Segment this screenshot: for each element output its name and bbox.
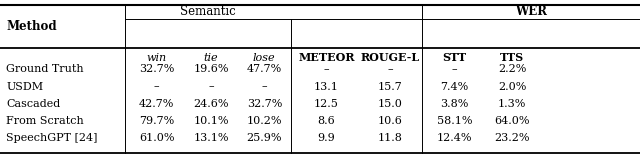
Text: 7.4%: 7.4% [440, 82, 468, 92]
Text: 47.7%: 47.7% [246, 64, 282, 74]
Text: 25.9%: 25.9% [246, 133, 282, 143]
Text: 15.7: 15.7 [378, 82, 403, 92]
Text: 19.6%: 19.6% [193, 64, 229, 74]
Text: –: – [154, 82, 159, 92]
Text: 42.7%: 42.7% [139, 99, 175, 109]
Text: From Scratch: From Scratch [6, 116, 84, 126]
Text: 15.0: 15.0 [378, 99, 403, 109]
Text: 23.2%: 23.2% [494, 133, 530, 143]
Text: STT: STT [442, 52, 467, 63]
Text: WER: WER [515, 5, 547, 18]
Text: 9.9: 9.9 [317, 133, 335, 143]
Text: 12.4%: 12.4% [436, 133, 472, 143]
Text: Method: Method [6, 20, 57, 33]
Text: –: – [324, 64, 329, 74]
Text: 64.0%: 64.0% [494, 116, 530, 126]
Text: tie: tie [204, 53, 218, 63]
Text: 58.1%: 58.1% [436, 116, 472, 126]
Text: –: – [452, 64, 457, 74]
Text: 10.1%: 10.1% [193, 116, 229, 126]
Text: 32.7%: 32.7% [246, 99, 282, 109]
Text: 61.0%: 61.0% [139, 133, 175, 143]
Text: 1.3%: 1.3% [498, 99, 526, 109]
Text: lose: lose [253, 53, 276, 63]
Text: TTS: TTS [500, 52, 524, 63]
Text: 32.7%: 32.7% [139, 64, 175, 74]
Text: Cascaded: Cascaded [6, 99, 61, 109]
Text: –: – [209, 82, 214, 92]
Text: –: – [388, 64, 393, 74]
Text: win: win [147, 53, 167, 63]
Text: –: – [262, 82, 267, 92]
Text: METEOR: METEOR [298, 52, 355, 63]
Text: 13.1: 13.1 [314, 82, 339, 92]
Text: Ground Truth: Ground Truth [6, 64, 84, 74]
Text: 8.6: 8.6 [317, 116, 335, 126]
Text: 79.7%: 79.7% [139, 116, 175, 126]
Text: 24.6%: 24.6% [193, 99, 229, 109]
Text: 13.1%: 13.1% [193, 133, 229, 143]
Text: 2.2%: 2.2% [498, 64, 526, 74]
Text: 10.6: 10.6 [378, 116, 403, 126]
Text: USDM: USDM [6, 82, 44, 92]
Text: 2.0%: 2.0% [498, 82, 526, 92]
Text: Semantic: Semantic [180, 5, 236, 18]
Text: 12.5: 12.5 [314, 99, 339, 109]
Text: 11.8: 11.8 [378, 133, 403, 143]
Text: 10.2%: 10.2% [246, 116, 282, 126]
Text: 3.8%: 3.8% [440, 99, 468, 109]
Text: SpeechGPT [24]: SpeechGPT [24] [6, 133, 98, 143]
Text: ROUGE-L: ROUGE-L [361, 52, 420, 63]
